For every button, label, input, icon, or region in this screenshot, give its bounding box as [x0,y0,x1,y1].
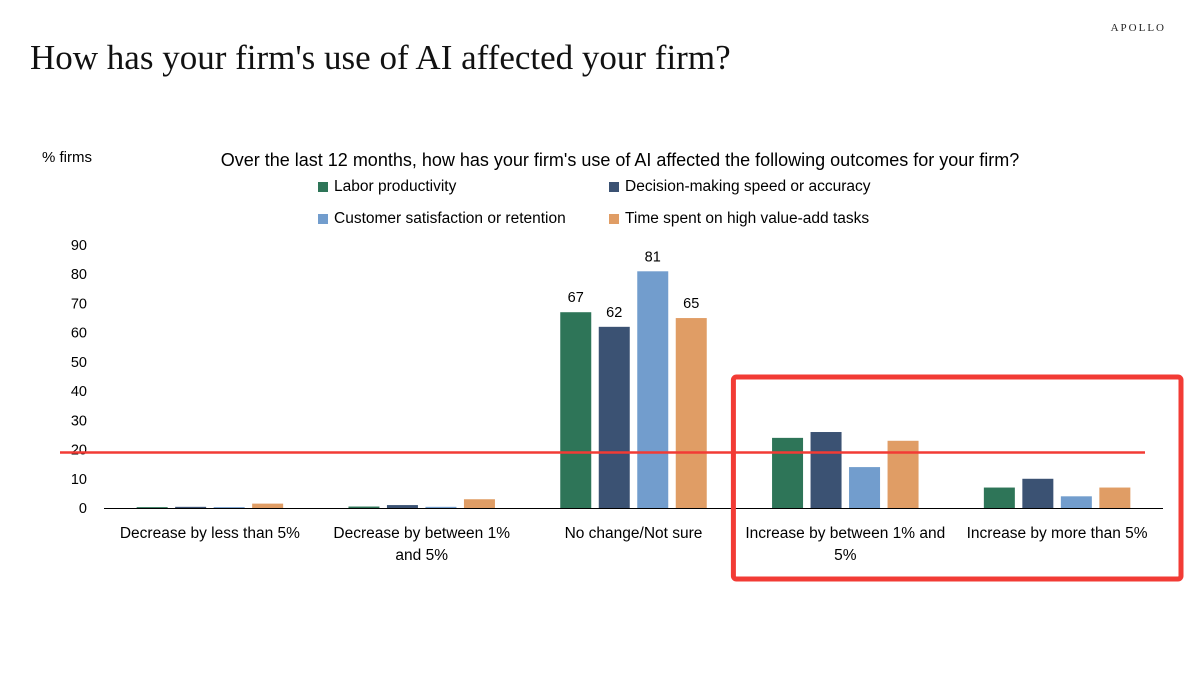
y-tick-label: 40 [71,384,87,400]
x-category-label: and 5% [395,547,448,564]
bar [348,506,380,508]
highlight-box [730,374,1184,582]
bar [175,506,207,508]
y-tick-label: 50 [71,355,87,371]
bar [213,507,245,508]
x-category-label: 5% [834,547,857,564]
data-label: 65 [683,296,699,312]
y-tick-label: 10 [71,472,87,488]
y-tick-label: 0 [79,501,87,517]
data-label: 81 [645,249,661,265]
x-category-label: Decrease by between 1% [333,525,510,542]
bar [772,437,804,508]
legend-swatch-labor [318,182,328,192]
legend-label: Customer satisfaction or retention [334,210,566,227]
legend-swatch-decision [609,182,619,192]
y-tick-label: 20 [71,443,87,459]
legend-item-decision-making: Decision-making speed or accuracy [609,178,871,196]
bar [463,499,495,508]
bar [887,440,919,508]
data-label: 62 [606,305,622,321]
bar [1099,487,1131,508]
bar [810,432,842,508]
brand-logo: APOLLO [1110,22,1166,34]
bar [637,271,669,508]
y-tick-label: 90 [71,238,87,254]
bar [598,326,630,508]
x-category-label: Decrease by less than 5% [120,525,300,542]
y-tick-label: 30 [71,413,87,429]
bar [136,507,168,508]
bar [425,506,457,508]
bar [675,318,707,508]
y-axis-unit-label: % firms [42,149,92,166]
bar [1022,478,1054,508]
x-category-label: Increase by between 1% and [745,525,945,542]
page-title: How has your firm's use of AI affected y… [30,38,731,77]
y-tick-label: 70 [71,296,87,312]
bar [983,487,1015,508]
chart-title: Over the last 12 months, how has your fi… [220,150,1020,170]
legend-swatch-time [609,214,619,224]
bar [386,505,418,508]
bar [560,312,592,508]
legend-item-customer-satisfaction: Customer satisfaction or retention [318,210,566,228]
legend-item-time-spent: Time spent on high value-add tasks [609,210,869,228]
bar [849,467,881,508]
bar [252,503,284,508]
legend-label: Labor productivity [334,178,457,195]
x-category-label: Increase by more than 5% [967,525,1148,542]
legend-label: Time spent on high value-add tasks [625,210,870,227]
legend-label: Decision-making speed or accuracy [625,178,871,195]
y-tick-label: 80 [71,267,87,283]
data-label: 67 [568,290,584,306]
legend-swatch-customer [318,214,328,224]
y-tick-label: 60 [71,326,87,342]
legend-item-labor-productivity: Labor productivity [318,178,456,196]
x-category-label: No change/Not sure [565,525,703,542]
bar [1060,496,1092,508]
